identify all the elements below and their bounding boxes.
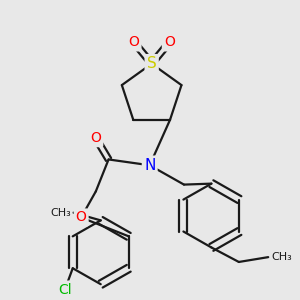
Text: CH₃: CH₃ [51,208,71,218]
Text: O: O [76,211,87,224]
Text: CH₃: CH₃ [271,252,292,262]
Text: S: S [147,56,157,71]
Text: O: O [164,35,175,50]
Text: O: O [129,35,140,50]
Text: O: O [90,131,101,145]
Text: N: N [144,158,155,173]
Text: Cl: Cl [58,283,72,296]
